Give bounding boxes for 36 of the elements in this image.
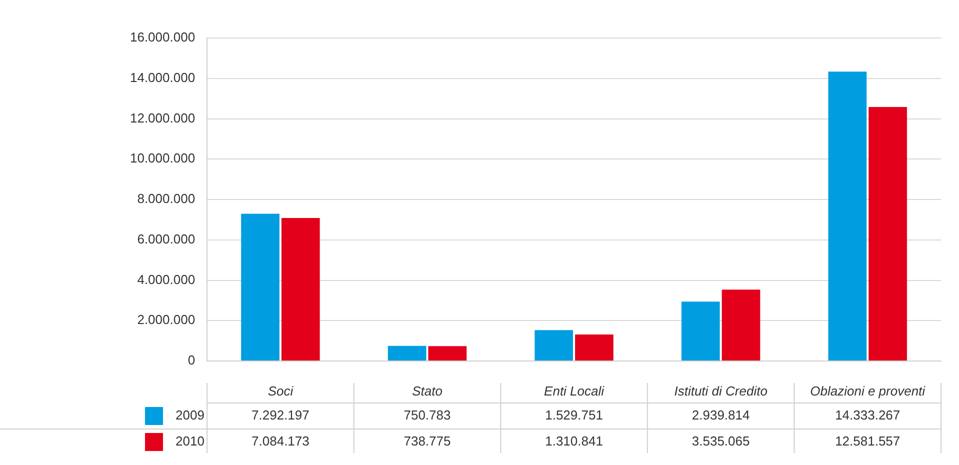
bar <box>534 330 574 360</box>
y-tick-label: 10.000.000 <box>130 150 196 166</box>
x-tick-label: Oblazioni e proventi <box>810 384 926 399</box>
y-tick-label: 2.000.000 <box>137 312 196 328</box>
data-label: 12.581.557 <box>835 434 900 449</box>
data-label: 3.535.065 <box>692 434 750 449</box>
x-tick-label: Soci <box>268 384 294 399</box>
y-tick-label: 12.000.000 <box>130 110 196 126</box>
bar <box>388 346 426 360</box>
data-label: 738.775 <box>404 434 451 449</box>
legend-label: 2009 <box>176 408 204 423</box>
y-tick-label: 4.000.000 <box>137 272 196 287</box>
bar <box>722 290 760 360</box>
y-tick-label: 0 <box>188 352 196 368</box>
y-tick-label: 8.000.000 <box>137 191 196 206</box>
data-label: 750.783 <box>404 408 451 423</box>
x-tick-label: Istituti di Credito <box>674 384 768 399</box>
legend-label: 2010 <box>176 434 204 449</box>
data-label: 7.084.173 <box>252 434 310 449</box>
bar <box>241 214 280 360</box>
bar <box>575 334 614 360</box>
x-tick-label: Stato <box>412 384 442 399</box>
data-label: 1.529.751 <box>545 408 603 423</box>
data-label: 14.333.267 <box>835 408 900 423</box>
bar <box>868 107 907 360</box>
bar <box>281 218 320 360</box>
y-tick-label: 6.000.000 <box>137 231 196 246</box>
data-label: 1.310.841 <box>545 434 603 449</box>
x-tick-label: Enti Locali <box>544 384 606 399</box>
data-label: 7.292.197 <box>252 408 310 423</box>
data-label: 2.939.814 <box>692 408 750 423</box>
y-tick-label: 14.000.000 <box>130 70 196 85</box>
bar <box>828 72 867 360</box>
bar <box>681 302 720 360</box>
y-tick-label: 16.000.000 <box>130 30 196 45</box>
bar <box>428 346 467 360</box>
